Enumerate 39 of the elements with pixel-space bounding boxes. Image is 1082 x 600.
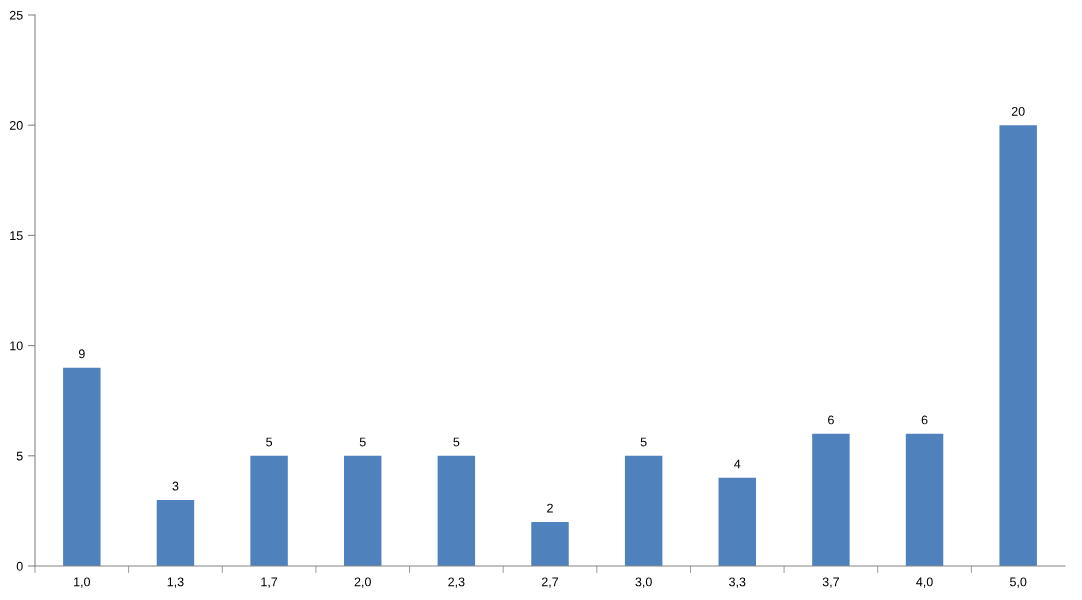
data-label: 4 [734, 459, 741, 469]
y-tick-label: 20 [9, 121, 23, 130]
data-label: 3 [172, 481, 179, 491]
bar [63, 367, 101, 566]
y-tick-label: 10 [10, 341, 23, 351]
x-tick-label: 2,3 [448, 577, 465, 588]
x-tick-label: 3,3 [729, 577, 746, 588]
x-tick-label: 1,0 [74, 577, 91, 588]
bar [250, 455, 288, 566]
data-label: 2 [547, 503, 553, 513]
bar [812, 433, 850, 566]
bar [531, 521, 569, 566]
bar [999, 125, 1037, 566]
x-tick-label: 3,0 [635, 577, 652, 588]
y-tick-label: 25 [9, 10, 23, 20]
data-label: 20 [1011, 106, 1025, 116]
data-label: 6 [921, 415, 928, 425]
data-label: 5 [266, 437, 273, 447]
y-tick-label: 15 [10, 231, 23, 241]
bar [905, 433, 944, 566]
x-tick-label: 1,7 [261, 577, 278, 588]
x-tick-label: 3,7 [822, 577, 839, 588]
bar [624, 455, 663, 566]
bar [344, 455, 382, 566]
x-tick-label: 1,3 [167, 577, 184, 588]
bar [156, 499, 195, 566]
data-label: 5 [453, 437, 460, 447]
x-tick-label: 5,0 [1009, 577, 1027, 588]
y-tick-label: 0 [16, 561, 23, 571]
data-label: 5 [359, 437, 366, 447]
bar [718, 477, 756, 566]
data-label: 5 [640, 437, 647, 447]
data-label: 9 [78, 349, 85, 359]
data-label: 6 [828, 415, 834, 425]
x-tick-label: 2,7 [541, 577, 559, 588]
x-tick-label: 2,0 [354, 577, 371, 588]
bar [437, 455, 476, 566]
y-tick-label: 5 [16, 451, 23, 461]
x-tick-label: 4,0 [916, 577, 933, 588]
